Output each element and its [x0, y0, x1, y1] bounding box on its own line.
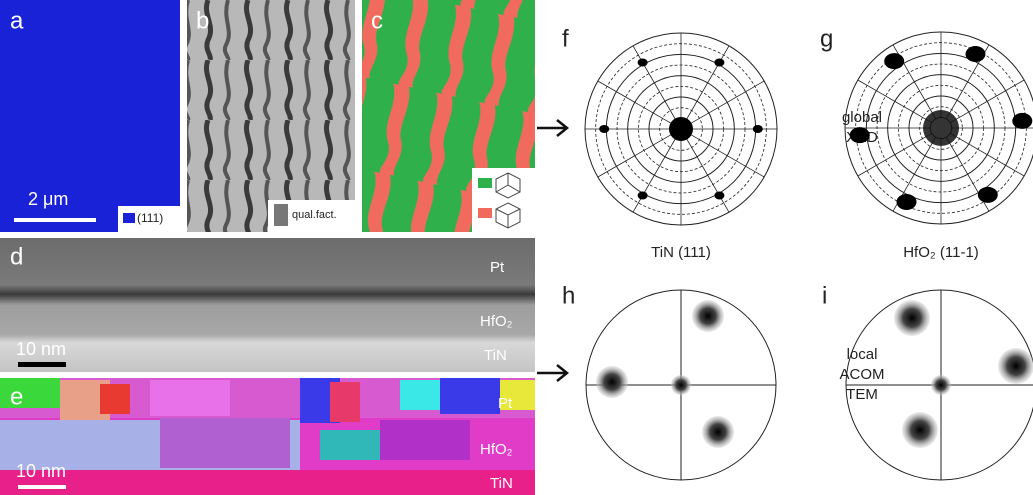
- pole-spot: [931, 375, 951, 395]
- tem-image: [0, 238, 535, 372]
- figure: a 2 μm (111) b qual.fact. c d Pt HfO₂ Ti…: [0, 0, 1033, 495]
- pole-spot: [884, 53, 904, 69]
- grid-spoke: [633, 46, 676, 120]
- row-label: global: [842, 109, 882, 126]
- orientation-map: [0, 0, 180, 232]
- scale-label: 10 nm: [16, 461, 66, 481]
- legend-swatch: [123, 213, 135, 223]
- layer-label: Pt: [498, 395, 513, 412]
- pole-spot: [702, 416, 734, 448]
- panel-label: f: [562, 25, 569, 52]
- legend-swatch: [274, 204, 288, 226]
- panel-label: d: [10, 243, 23, 270]
- legend-swatch: [478, 178, 492, 188]
- layer-label: Pt: [490, 259, 505, 276]
- scale-bar: [18, 485, 66, 489]
- pole-spot: [669, 117, 693, 141]
- grid-spoke: [633, 138, 676, 212]
- orientation-map: [0, 378, 535, 495]
- grid-spoke: [598, 134, 672, 177]
- panel-label: b: [196, 7, 209, 34]
- layer-label: HfO₂: [480, 441, 513, 458]
- layer-label: TiN: [484, 347, 507, 364]
- pole-spot: [638, 192, 648, 200]
- scale-bar: [14, 218, 96, 222]
- row-label: TEM: [846, 386, 878, 403]
- panel-label: i: [822, 282, 827, 309]
- grid-spoke: [690, 134, 764, 177]
- grid-spoke: [686, 138, 729, 212]
- grid-spoke: [950, 80, 1024, 123]
- legend-text: qual.fact.: [292, 209, 337, 221]
- pole-spot: [897, 194, 917, 210]
- panel-label: a: [10, 7, 24, 34]
- pole-spot: [599, 125, 609, 133]
- scale-label: 2 μm: [28, 189, 68, 209]
- pole-spot: [753, 125, 763, 133]
- scale-label: 10 nm: [16, 339, 66, 359]
- panel-label: g: [820, 25, 833, 52]
- arrow: [537, 365, 567, 381]
- pole-spot: [714, 192, 724, 200]
- grid-spoke: [598, 81, 672, 124]
- legend-box: [472, 168, 535, 232]
- grid-spoke: [686, 46, 729, 120]
- pole-spot: [965, 46, 985, 62]
- arrow: [537, 120, 567, 136]
- panel-label: c: [371, 7, 383, 34]
- pole-spot: [692, 300, 724, 332]
- pole-spot: [671, 375, 691, 395]
- grid-spoke: [950, 133, 1024, 176]
- pole-spot: [850, 127, 870, 143]
- pole-spot: [978, 187, 998, 203]
- panel-label: e: [10, 383, 23, 410]
- quality-map: [187, 0, 355, 232]
- page: {"panels": { "a": {"label": "a", "scale_…: [0, 0, 1033, 495]
- scale-bar: [18, 362, 66, 367]
- pole-spot: [902, 412, 938, 448]
- pole-spot: [998, 348, 1033, 384]
- legend-text: (111): [137, 211, 163, 225]
- pole-spot: [1012, 113, 1032, 129]
- pole-figure-title: HfO₂ (11-1): [903, 244, 979, 261]
- panel-label: h: [562, 282, 575, 309]
- layer-label: TiN: [490, 475, 513, 492]
- pole-spot: [714, 58, 724, 66]
- pole-spot: [923, 110, 959, 146]
- legend-swatch: [478, 208, 492, 218]
- pole-spot: [894, 300, 930, 336]
- pole-spot: [596, 366, 628, 398]
- pole-figure-title: TiN (111): [651, 244, 711, 261]
- layer-label: HfO₂: [480, 313, 513, 330]
- grid-spoke: [690, 81, 764, 124]
- pole-spot: [638, 58, 648, 66]
